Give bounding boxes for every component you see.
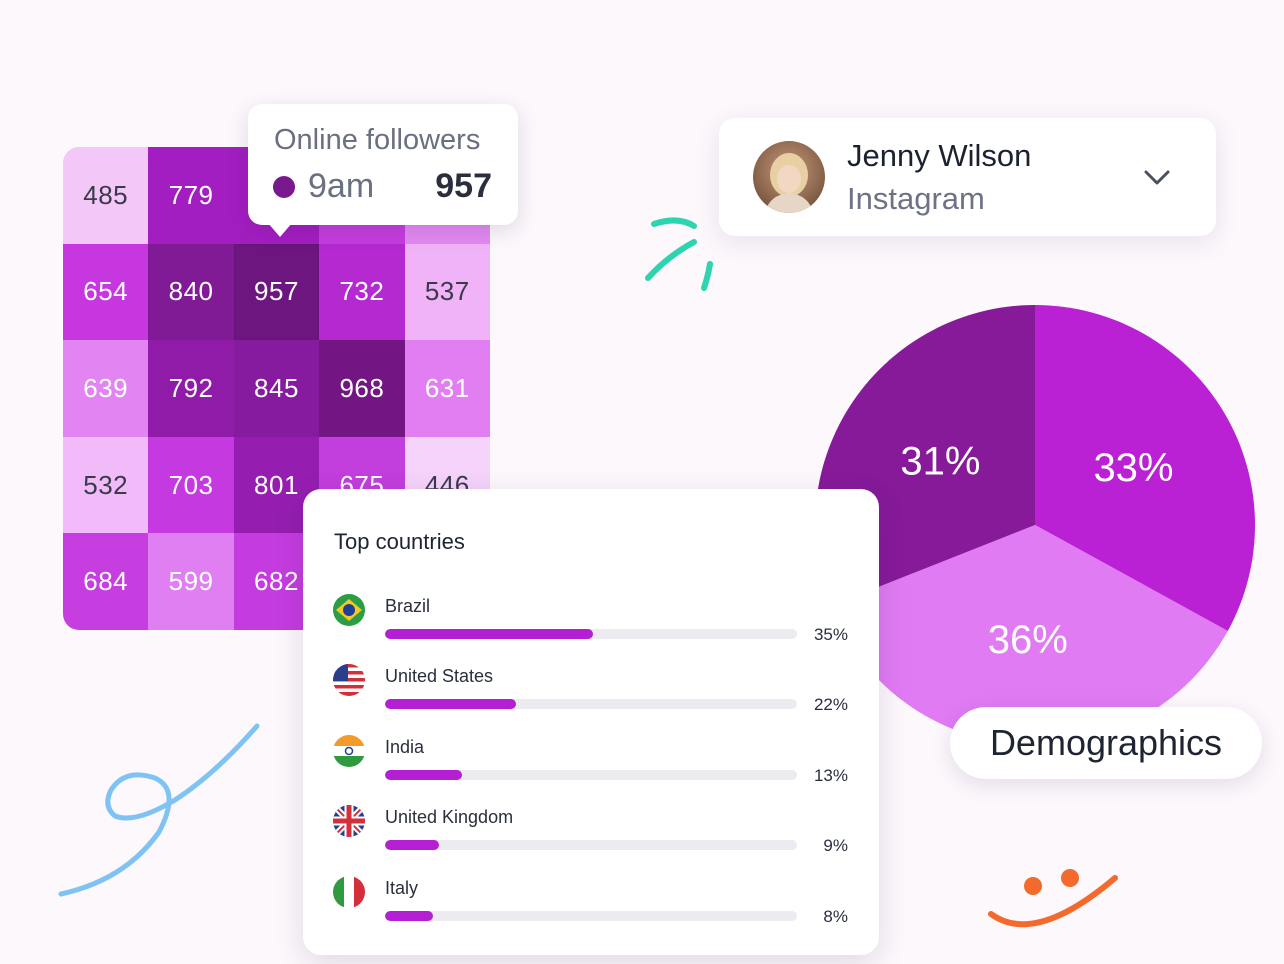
country-name: Italy bbox=[385, 878, 419, 898]
country-bar bbox=[385, 699, 797, 709]
country-bar-fill bbox=[385, 840, 439, 850]
country-percent: 13% bbox=[813, 766, 848, 785]
account-name: Jenny Wilson bbox=[847, 138, 1032, 173]
country-percent: 9% bbox=[823, 836, 848, 855]
top-countries-title: Top countries bbox=[334, 529, 465, 554]
uk-flag-icon bbox=[333, 805, 365, 837]
blue-scribble-icon bbox=[58, 723, 260, 897]
country-bar bbox=[385, 840, 797, 850]
heatmap-cell[interactable]: 792 bbox=[148, 340, 234, 437]
heatmap-cell[interactable]: 654 bbox=[63, 243, 149, 341]
smile-doodle-icon bbox=[988, 869, 1118, 928]
tooltip-value: 957 bbox=[435, 167, 492, 205]
pie-slice bbox=[1035, 305, 1255, 631]
country-bar bbox=[385, 911, 797, 921]
teal-doodle-icon bbox=[645, 217, 713, 291]
pie-slice-label: 31% bbox=[900, 440, 980, 484]
country-percent: 8% bbox=[823, 907, 848, 926]
heatmap-cell[interactable]: 845 bbox=[233, 340, 320, 437]
country-row-united-states: United States 22% bbox=[303, 661, 879, 721]
online-followers-tooltip: Online followers 9am 957 bbox=[248, 104, 518, 237]
top-countries-card: Top countries Brazil 35% United States 2… bbox=[303, 489, 879, 955]
country-name: Brazil bbox=[385, 596, 431, 616]
country-percent: 22% bbox=[813, 695, 848, 714]
heatmap-cell[interactable]: 840 bbox=[148, 243, 234, 341]
country-percent: 35% bbox=[813, 625, 848, 644]
heatmap-cell[interactable]: 485 bbox=[63, 147, 149, 244]
country-name: India bbox=[385, 737, 425, 757]
pie-slice bbox=[830, 525, 1228, 745]
country-bar-fill bbox=[385, 770, 463, 780]
country-bar-fill bbox=[385, 629, 594, 639]
avatar bbox=[753, 141, 825, 213]
heatmap-cell[interactable]: 779 bbox=[148, 147, 234, 244]
heatmap-cell[interactable]: 532 bbox=[63, 436, 149, 534]
country-bar bbox=[385, 629, 797, 639]
country-name: United States bbox=[385, 666, 494, 686]
country-bar-fill bbox=[385, 699, 516, 709]
italy-flag-icon bbox=[333, 876, 365, 908]
country-bar-fill bbox=[385, 911, 433, 921]
heatmap-cell[interactable]: 968 bbox=[319, 340, 405, 437]
heatmap-cell[interactable]: 599 bbox=[148, 533, 234, 630]
pie-slice-label: 33% bbox=[1093, 446, 1173, 490]
country-row-brazil: Brazil 35% bbox=[303, 591, 879, 651]
heatmap-cell[interactable]: 684 bbox=[63, 533, 149, 630]
account-platform: Instagram bbox=[847, 181, 985, 216]
country-name: United Kingdom bbox=[385, 807, 514, 827]
country-row-italy: Italy 8% bbox=[303, 873, 879, 933]
tooltip-title: Online followers bbox=[274, 124, 481, 156]
country-row-india: India 13% bbox=[303, 732, 879, 792]
chevron-down-icon[interactable] bbox=[1139, 160, 1175, 196]
heatmap-cell[interactable]: 703 bbox=[148, 436, 234, 534]
heatmap-cell[interactable]: 639 bbox=[63, 340, 149, 437]
heatmap-cell[interactable]: 631 bbox=[404, 340, 490, 437]
pie-slice-label: 36% bbox=[988, 618, 1068, 662]
tooltip-arrow bbox=[268, 223, 292, 237]
account-selector[interactable]: Jenny Wilson Instagram bbox=[719, 118, 1216, 236]
india-flag-icon bbox=[333, 735, 365, 767]
country-bar bbox=[385, 770, 797, 780]
brazil-flag-icon bbox=[333, 594, 365, 626]
tooltip-dot bbox=[273, 176, 295, 198]
demographics-pie-chart: 33% 36% 31% bbox=[815, 305, 1255, 745]
heatmap-cell-selected[interactable]: 957 bbox=[233, 243, 320, 341]
demographics-label: Demographics bbox=[950, 707, 1262, 779]
tooltip-time: 9am bbox=[308, 167, 375, 205]
heatmap-cell[interactable]: 537 bbox=[404, 243, 490, 341]
usa-flag-icon bbox=[333, 664, 365, 696]
heatmap-cell[interactable]: 732 bbox=[319, 243, 405, 341]
country-row-united-kingdom: United Kingdom 9% bbox=[303, 802, 879, 862]
